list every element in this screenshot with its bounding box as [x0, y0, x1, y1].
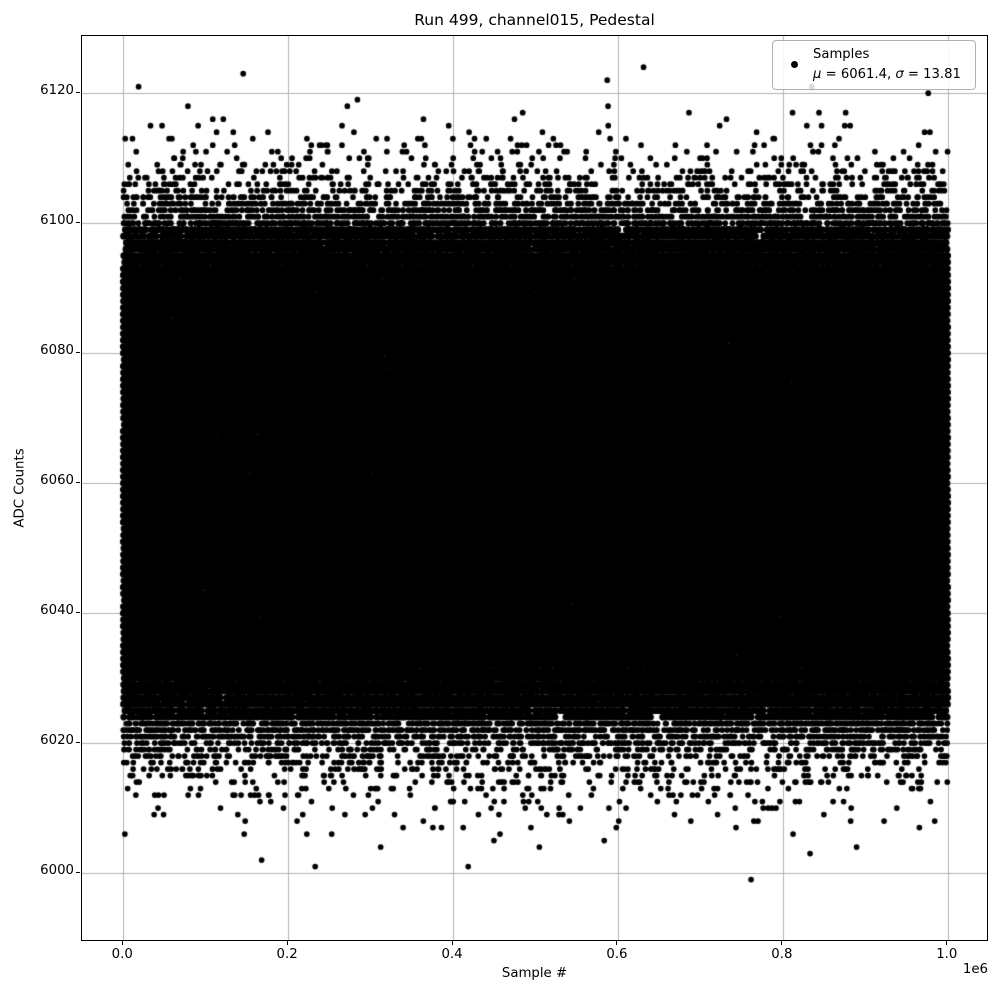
legend-sigma-symbol: σ	[895, 66, 904, 82]
x-axis-offset-label: 1e6	[962, 962, 988, 977]
y-tick-label: 6100	[40, 213, 74, 229]
x-tick-label: 0.0	[111, 947, 133, 962]
x-tick-mark	[616, 941, 618, 945]
y-tick-mark	[76, 91, 80, 93]
y-tick-mark	[76, 351, 80, 353]
scatter-canvas	[82, 36, 987, 940]
y-tick-label: 6020	[40, 733, 74, 749]
x-axis-label: Sample #	[501, 966, 568, 981]
y-tick-label: 6040	[40, 603, 74, 619]
chart-title: Run 499, channel015, Pedestal	[414, 11, 655, 29]
x-tick-label: 0.8	[771, 947, 793, 962]
y-tick-label: 6060	[40, 473, 74, 489]
x-tick-mark	[121, 941, 123, 945]
legend-series-label: Samples	[813, 47, 870, 62]
plot-area	[81, 35, 988, 941]
x-tick-mark	[781, 941, 783, 945]
legend: Samples μ = 6061.4, σ = 13.81	[772, 40, 976, 90]
y-tick-mark	[76, 741, 80, 743]
x-tick-mark	[451, 941, 453, 945]
y-tick-mark	[76, 481, 80, 483]
x-tick-label: 0.2	[276, 947, 298, 962]
legend-sigma-value: = 13.81	[903, 66, 961, 82]
legend-mu-value: = 6061.4,	[821, 66, 896, 82]
x-tick-mark	[946, 941, 948, 945]
x-tick-mark	[286, 941, 288, 945]
legend-point-marker-icon	[791, 61, 798, 69]
y-tick-mark	[76, 221, 80, 223]
y-tick-mark	[76, 871, 80, 873]
y-tick-label: 6120	[40, 83, 74, 99]
x-tick-label: 0.6	[606, 947, 628, 962]
y-tick-label: 6000	[40, 863, 74, 879]
legend-text: Samples μ = 6061.4, σ = 13.81	[813, 45, 961, 85]
legend-mu-symbol: μ	[813, 66, 822, 82]
x-tick-label: 1.0	[936, 947, 958, 962]
y-tick-label: 6080	[40, 343, 74, 359]
y-tick-mark	[76, 611, 80, 613]
x-tick-label: 0.4	[441, 947, 463, 962]
